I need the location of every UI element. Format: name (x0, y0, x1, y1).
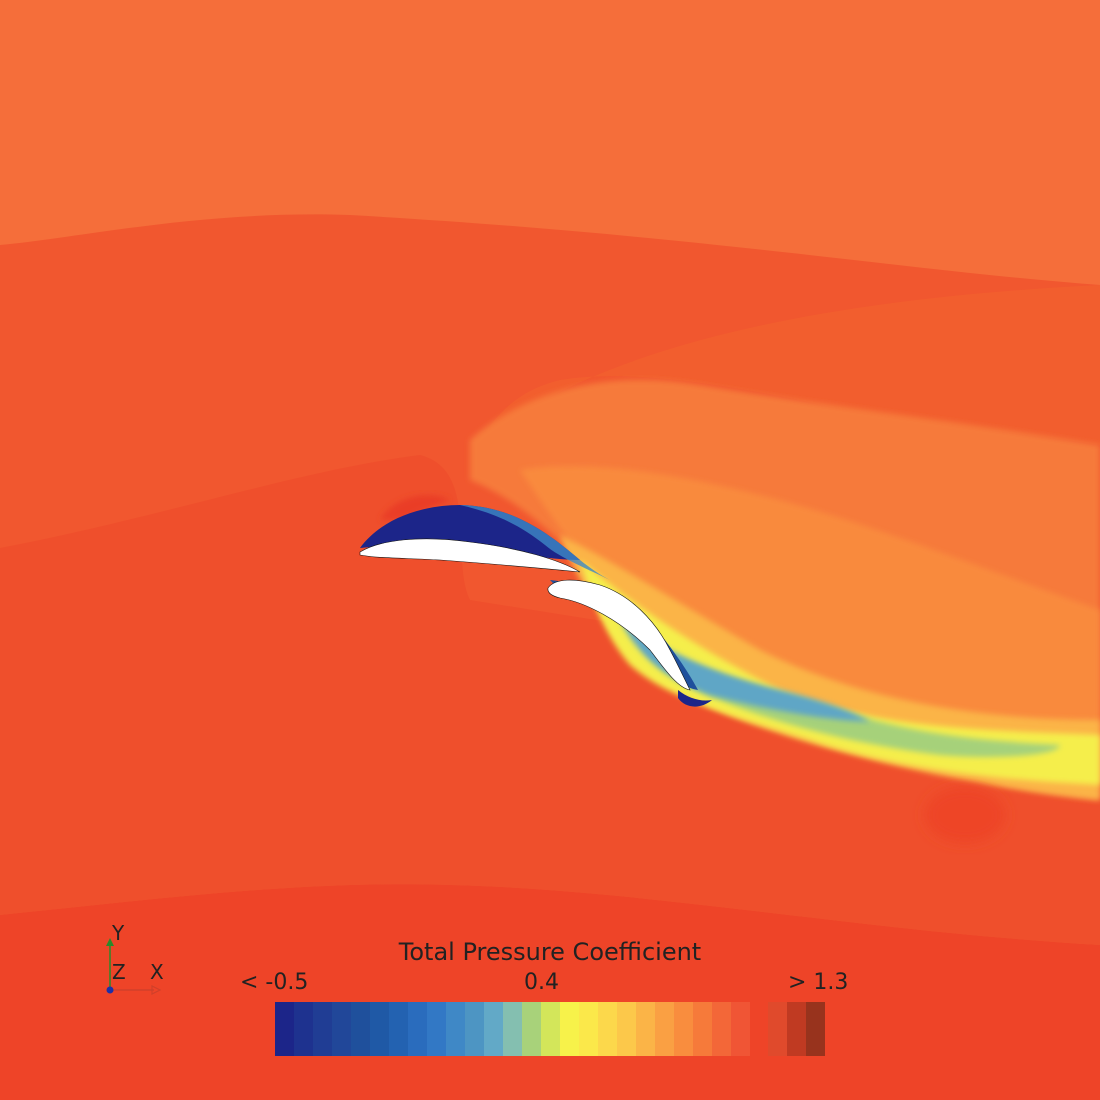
colorbar-segment (522, 1002, 541, 1056)
colorbar-gap (750, 1002, 768, 1056)
colorbar-segment (636, 1002, 655, 1056)
colorbar-segment (541, 1002, 560, 1056)
colorbar-segment (560, 1002, 579, 1056)
field-band-lower (0, 455, 1100, 945)
colorbar-segment (712, 1002, 731, 1056)
colorbar-overflow-segment (768, 1002, 787, 1056)
colorbar-segment (446, 1002, 465, 1056)
colorbar-segment (275, 1002, 294, 1056)
field-band-top (0, 0, 1100, 285)
colorbar-segment (674, 1002, 693, 1056)
z-axis-dot (106, 986, 114, 994)
axis-label-y: Y (112, 921, 125, 945)
flap-body (547, 579, 691, 691)
colorbar-overflow-segment (787, 1002, 806, 1056)
colorbar-title: Total Pressure Coefficient (398, 938, 702, 966)
colorbar-overflow-segment (806, 1002, 825, 1056)
colorbar-segment (389, 1002, 408, 1056)
x-axis-arrow (151, 985, 162, 995)
colorbar-segment (465, 1002, 484, 1056)
wake-yellow (580, 560, 1100, 785)
main-element-suction (360, 505, 580, 560)
colorbar-segment (313, 1002, 332, 1056)
colorbar-segment (693, 1002, 712, 1056)
colorbar-segment (655, 1002, 674, 1056)
wake-mid (520, 466, 1100, 780)
axes-triad (106, 938, 162, 995)
main-element-body (359, 538, 581, 573)
colorbar-segment (503, 1002, 522, 1056)
colorbar-segment (484, 1002, 503, 1056)
colorbar-max-label: > 1.3 (788, 970, 849, 995)
colorbar-segment (427, 1002, 446, 1056)
colorbar-segment (731, 1002, 750, 1056)
colorbar-segment (617, 1002, 636, 1056)
field-band-right-upper (480, 285, 1100, 445)
colorbar (275, 1002, 825, 1056)
colorbar-segment (294, 1002, 313, 1056)
colorbar-segment (332, 1002, 351, 1056)
colorbar-segment (351, 1002, 370, 1056)
colorbar-segment (408, 1002, 427, 1056)
main-element-boundary (460, 505, 610, 580)
colorbar-segment (598, 1002, 617, 1056)
colorbar-mid-label: 0.4 (524, 970, 559, 995)
flap-trailing-vortex (678, 690, 712, 707)
stagnation-region (380, 495, 450, 520)
axis-label-z: Z (112, 960, 126, 984)
colorbar-segment (579, 1002, 598, 1056)
colorbar-segment (370, 1002, 389, 1056)
colorbar-min-label: < -0.5 (240, 970, 309, 995)
axis-label-x: X (150, 960, 164, 984)
y-axis-arrow (106, 938, 114, 946)
field-blob (925, 787, 1005, 843)
